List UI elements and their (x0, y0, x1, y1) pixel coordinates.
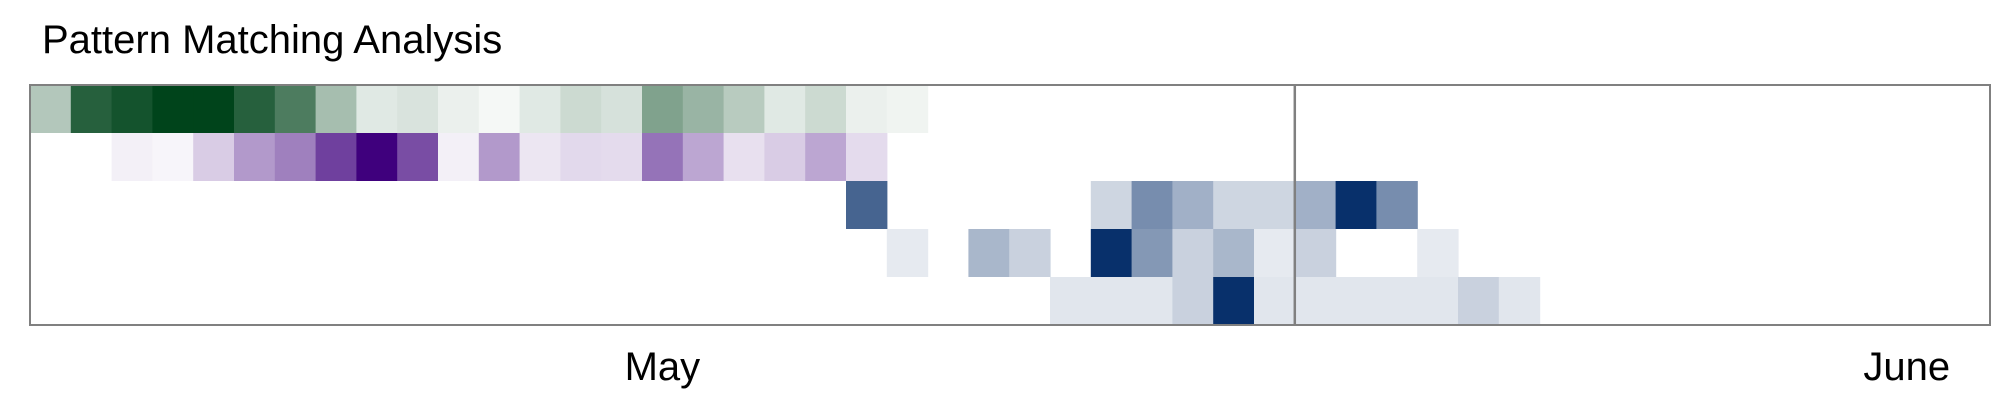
heatmap-cell (1172, 181, 1214, 229)
heatmap-cell (438, 133, 480, 181)
heatmap-cell (1254, 181, 1296, 229)
heatmap-cell (234, 133, 276, 181)
heatmap-cell (478, 85, 521, 133)
heatmap-cell (682, 133, 725, 181)
month-label-may: May (625, 345, 701, 389)
heatmap-cell (805, 85, 847, 133)
heatmap-cell (1131, 277, 1173, 325)
heatmap-cell (1090, 277, 1133, 325)
heatmap-cell (1335, 181, 1377, 229)
heatmap-cell (1131, 229, 1173, 277)
heatmap-cell (152, 85, 194, 133)
heatmap-cell (1090, 181, 1133, 229)
heatmap-cell (601, 133, 643, 181)
heatmap-cell (642, 133, 684, 181)
heatmap-cell (968, 229, 1010, 277)
heatmap-cell (723, 85, 765, 133)
heatmap-cell (1417, 229, 1459, 277)
heatmap-cell (193, 133, 235, 181)
chart-title: Pattern Matching Analysis (42, 18, 503, 62)
heatmap-cell (1172, 229, 1214, 277)
heatmap-cell (111, 133, 153, 181)
heatmap-cell (111, 85, 153, 133)
heatmap-cell (315, 133, 357, 181)
heatmap-cell (234, 85, 276, 133)
heatmap-cell (601, 85, 643, 133)
heatmap-cell (356, 133, 398, 181)
heatmap-cell (152, 133, 194, 181)
heatmap-cell (356, 85, 398, 133)
heatmap-cell (519, 133, 561, 181)
heatmap-cell (1376, 181, 1418, 229)
heatmap-cell (1294, 229, 1337, 277)
month-boundaries (1293, 85, 1297, 325)
heatmap-cell (764, 133, 806, 181)
heatmap-cell (560, 133, 602, 181)
heatmap-cell (1090, 229, 1133, 277)
month-label-june: June (1863, 345, 1950, 389)
heatmap-cells (30, 85, 1541, 325)
heatmap-cell (1458, 277, 1500, 325)
heatmap-cell (1376, 277, 1418, 325)
plot-frame (29, 84, 1991, 326)
heatmap-cell (1294, 181, 1337, 229)
heatmap-cell (886, 85, 929, 133)
heatmap-cell (315, 85, 357, 133)
heatmap-cell (642, 85, 684, 133)
heatmap-cell (1213, 229, 1255, 277)
heatmap-cell (560, 85, 602, 133)
heatmap-cell (1254, 229, 1296, 277)
heatmap-cell (1294, 277, 1337, 325)
heatmap-cell (1172, 277, 1214, 325)
heatmap-cell (846, 181, 888, 229)
heatmap-cell (846, 133, 888, 181)
heatmap-cell (478, 133, 521, 181)
heatmap-cell (886, 229, 929, 277)
heatmap-cell (1131, 181, 1173, 229)
month-labels: MayJuneJuly (625, 345, 1951, 389)
heatmap-cell (846, 85, 888, 133)
heatmap-cell (1335, 277, 1377, 325)
heatmap-cell (1498, 277, 1541, 325)
heatmap-cell (1254, 277, 1296, 325)
heatmap-cell (397, 85, 439, 133)
heatmap-cell (805, 133, 847, 181)
heatmap-cell (682, 85, 725, 133)
heatmap-cell (193, 85, 235, 133)
heatmap-cell (1213, 181, 1255, 229)
heatmap-cell (1050, 277, 1092, 325)
heatmap-cell (1213, 277, 1255, 325)
heatmap-cell (397, 133, 439, 181)
heatmap-cell (30, 85, 72, 133)
heatmap-cell (1417, 277, 1459, 325)
heatmap-cell (1009, 229, 1051, 277)
heatmap-cell (519, 85, 561, 133)
heatmap-cell (723, 133, 765, 181)
heatmap-cell (70, 85, 113, 133)
heatmap-cell (274, 133, 317, 181)
heatmap-cell (764, 85, 806, 133)
heatmap-cell (438, 85, 480, 133)
heatmap-cell (274, 85, 317, 133)
